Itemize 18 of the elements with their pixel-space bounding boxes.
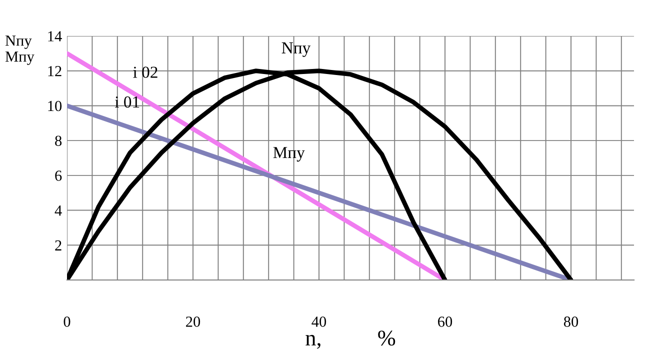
x-tick-label: 20 <box>186 316 200 327</box>
y-tick-label: 6 <box>55 170 62 181</box>
x-tick-label: 0 <box>64 316 70 327</box>
annotation: i 02 <box>133 66 158 78</box>
annotation: Mпу <box>273 147 305 162</box>
y-tick-label: 12 <box>48 66 62 76</box>
y-tick-label: 8 <box>55 136 62 146</box>
x-tick-label: 40 <box>312 316 326 327</box>
x-axis-title: n, % <box>306 330 396 349</box>
annotation: i 01 <box>114 96 140 108</box>
y-axis-title: Nпу Mпу <box>5 36 34 65</box>
x-tick-label: 60 <box>438 316 452 327</box>
y-tick-label: 2 <box>55 240 62 250</box>
y-tick-label: 10 <box>48 100 62 112</box>
x-tick-label: 80 <box>564 316 578 327</box>
y-tick-label: 14 <box>48 31 62 42</box>
annotation: Nпу <box>282 42 311 57</box>
y-tick-label: 4 <box>54 206 62 216</box>
